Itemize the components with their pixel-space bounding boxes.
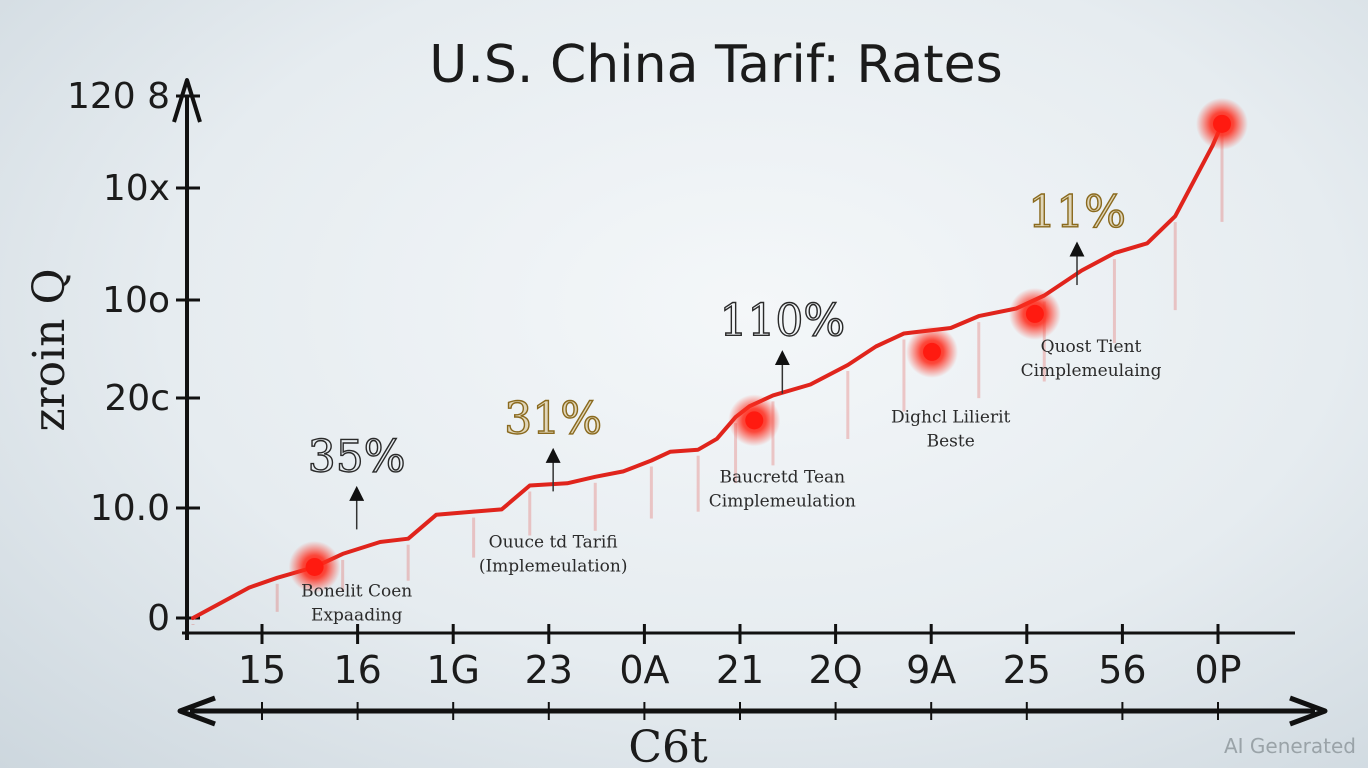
annotation-line: Quost Tient (1041, 337, 1142, 357)
annotation-line: Cimplemeulaing (1021, 361, 1162, 381)
y-axis-arrowhead (172, 78, 202, 123)
callout-label: 31% (504, 393, 602, 444)
x-axis-label: C6t (628, 722, 708, 768)
y-axis-label: zroin Q (24, 268, 75, 431)
highlight-point (923, 342, 942, 361)
annotation-line: Expaading (311, 605, 402, 625)
highlight-point (745, 411, 764, 430)
x-tick-label: 21 (716, 648, 764, 692)
x-tick-label: 16 (333, 648, 381, 692)
y-tick-label: 10x (103, 168, 170, 209)
series-line (191, 121, 1224, 620)
highlight-points (288, 97, 1248, 593)
y-tick-label: 10o (102, 280, 170, 321)
x-tick-label: 25 (1003, 648, 1051, 692)
x-tick-label: 56 (1098, 648, 1146, 692)
annotation-line: Dighcl Lilierit (891, 408, 1010, 428)
highlight-point (305, 557, 324, 576)
chart-title: U.S. China Tarif: Rates (429, 35, 1002, 95)
callout-label: 11% (1028, 187, 1126, 238)
x-tick-label: 23 (525, 648, 573, 692)
right-arrowhead (1289, 695, 1328, 727)
y-tick-label: 0 (147, 598, 170, 639)
annotation-line: Baucretd Tean (720, 467, 846, 487)
highlight-point (1025, 304, 1044, 323)
annotation-line: Bonelit Coen (301, 581, 412, 601)
y-tick-label: 20c (104, 378, 170, 419)
x-ticks: 15 16 1G 23 0A 21 2Q 9A 25 56 0P (238, 624, 1242, 720)
highlight-point (1213, 114, 1231, 133)
y-tick-label: 10.0 (90, 488, 170, 529)
annotations: Bonelit Coen Expaading Ouuce td Tarifi (Imp… (301, 337, 1161, 625)
x-tick-label: 2Q (809, 648, 863, 692)
y-tick-label: 120 8 (67, 76, 170, 117)
x-tick-label: 1G (426, 648, 480, 692)
annotation-line: Ouuce td Tarifi (489, 532, 618, 552)
x-tick-label: 0P (1194, 648, 1241, 692)
x-tick-label: 15 (238, 648, 286, 692)
annotation-line: (Implemeulation) (479, 556, 628, 576)
annotation-line: Cimplemeulation (709, 491, 856, 511)
watermark: AI Generated (1223, 734, 1356, 758)
callout-label: 35% (308, 431, 406, 482)
callout-label: 110% (719, 296, 845, 347)
callouts: 35% 31% 110% 11% (307, 186, 1127, 530)
y-ticks: 0 10.0 20c 10o 10x 120 8 (67, 76, 200, 639)
annotation-line: Beste (927, 432, 975, 452)
x-tick-label: 9A (906, 648, 956, 692)
x-tick-label: 0A (619, 648, 669, 692)
left-arrowhead (177, 695, 216, 727)
